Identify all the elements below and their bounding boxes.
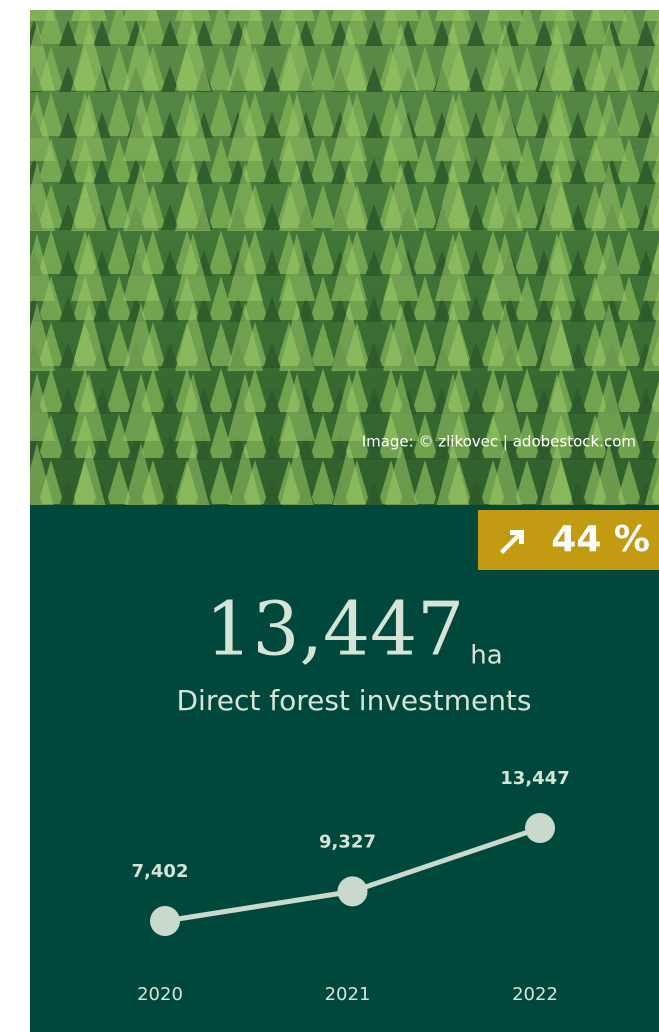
value-label: 13,447	[500, 768, 569, 789]
headline-label: Direct forest investments	[176, 684, 531, 717]
x-tick-label: 2021	[325, 984, 371, 1005]
headline-value: 13,447	[205, 586, 464, 672]
x-tick-label: 2022	[512, 984, 558, 1005]
forest-texture	[30, 10, 659, 505]
infographic: Image: © zlikovec | adobestock.com 44 % …	[0, 0, 659, 1032]
point	[338, 876, 368, 906]
headline-unit: ha	[470, 641, 502, 671]
point	[525, 813, 555, 843]
point	[150, 906, 180, 936]
page: Image: © zlikovec | adobestock.com 44 % …	[0, 0, 659, 1032]
change-value: 44 %	[551, 519, 650, 560]
value-label: 7,402	[132, 861, 189, 882]
x-tick-label: 2020	[137, 984, 183, 1005]
value-label: 9,327	[319, 831, 376, 852]
image-credit: Image: © zlikovec | adobestock.com	[362, 433, 636, 451]
